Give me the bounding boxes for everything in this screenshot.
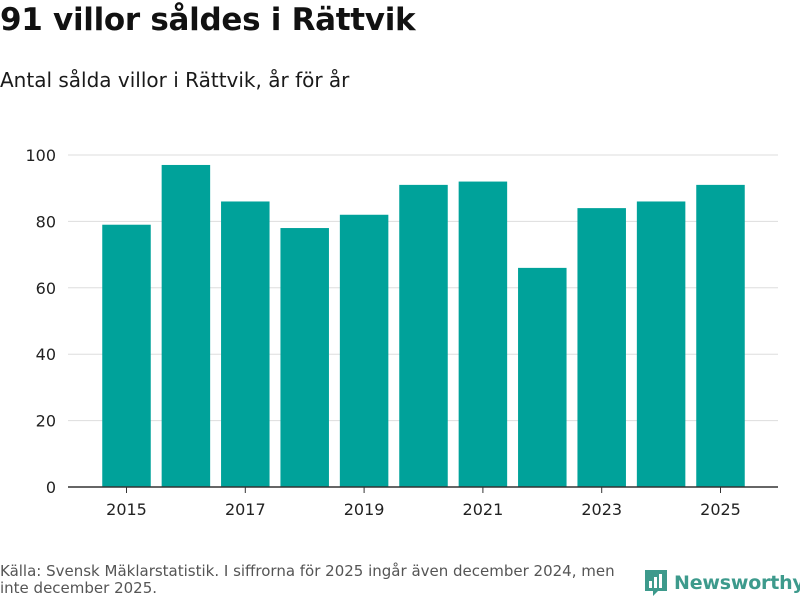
y-tick-label: 20 [36,412,56,431]
logo-text: Newsworthy [674,572,800,594]
bar-2019 [339,214,389,487]
bar-2021 [458,181,508,487]
x-tick-label: 2019 [344,500,385,519]
bar-2016 [161,164,211,487]
bar-2024 [636,201,686,488]
bar-2020 [399,184,448,487]
newsworthy-logo-icon [645,570,667,596]
bar-2023 [577,208,626,487]
bars [102,164,745,488]
y-tick-label: 40 [36,345,56,364]
y-tick-label: 0 [46,478,56,497]
x-tick-label: 2023 [581,500,622,519]
chart-subtitle: Antal sålda villor i Rättvik, år för år [0,68,350,92]
x-tick-label: 2025 [700,500,741,519]
chart-title: 91 villor såldes i Rättvik [0,2,416,38]
y-tick-label: 80 [36,212,56,231]
newsworthy-logo: Newsworthy [643,568,800,598]
x-tick-label: 2017 [225,500,266,519]
y-tick-label: 60 [36,279,56,298]
bar-2017 [221,201,270,488]
bar-2022 [518,267,567,487]
bar-2015 [102,224,151,487]
bar-2025 [696,184,745,487]
x-tick-label: 2015 [106,500,147,519]
y-tick-label: 100 [25,146,56,165]
source-note: Källa: Svensk Mäklarstatistik. I siffror… [0,562,615,597]
x-tick-label: 2021 [463,500,504,519]
bar-2018 [280,228,329,488]
bar-chart: 0 20 40 60 80 100 2015 2017 2019 2021 2023 2025 [25,146,778,519]
axes: 0 20 40 60 80 100 2015 2017 2019 2021 2023 2025 [25,146,778,519]
